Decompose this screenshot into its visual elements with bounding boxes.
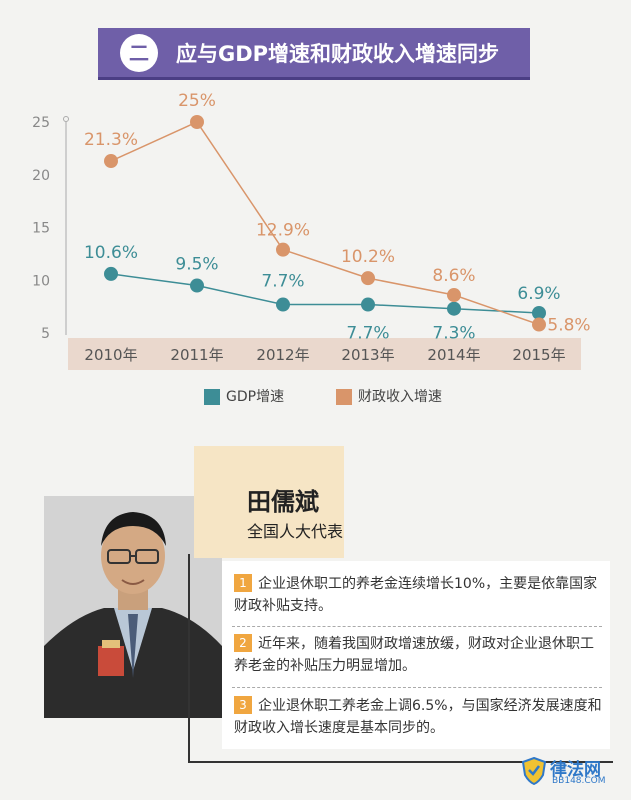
x-tick-label: 2010年 — [84, 346, 137, 364]
data-point — [447, 288, 461, 303]
legend-swatch-gdp — [204, 389, 220, 405]
data-point — [361, 297, 375, 312]
section-number-badge: 二 — [120, 34, 158, 72]
data-point — [104, 266, 118, 281]
data-point — [104, 154, 118, 169]
portrait-photo — [44, 496, 222, 718]
y-tick-label: 5 — [41, 326, 50, 342]
data-point — [190, 115, 204, 129]
data-label: 21.3% — [84, 130, 138, 150]
data-point — [361, 271, 375, 286]
quote-number-badge: 1 — [234, 574, 252, 592]
frame-line-left — [188, 554, 190, 763]
data-point — [276, 242, 290, 257]
data-label: 10.6% — [84, 243, 138, 263]
data-label: 7.3% — [432, 324, 475, 344]
data-label: 8.6% — [432, 266, 475, 286]
y-axis-cap — [63, 116, 69, 122]
line-chart: 5 10 15 20 25 2010年 2011年 2012年 2013年 2014年 2015年 1… — [32, 91, 591, 370]
quote-text: 近年来，随着我国财政增速放缓，财政对企业退休职工养老金的补贴压力明显增加。 — [234, 636, 594, 674]
portrait-illustration — [44, 496, 222, 718]
legend-gdp: GDP增速 — [204, 386, 284, 406]
quote-number-badge: 3 — [234, 696, 252, 714]
quote-text: 企业退休职工养老金上调6.5%，与国家经济发展速度和财政收入增长速度是基本同步的… — [234, 698, 602, 736]
title-banner: 二 应与GDP增速和财政收入增速同步 — [98, 28, 530, 80]
x-axis-band — [68, 338, 581, 370]
legend-label-gdp: GDP增速 — [226, 389, 285, 405]
y-tick-label: 15 — [32, 221, 50, 237]
logo-subtext: BB148.COM — [552, 776, 606, 786]
page-title: 应与GDP增速和财政收入增速同步 — [176, 42, 500, 66]
quote-frame — [188, 554, 613, 763]
data-label: 9.5% — [175, 255, 218, 275]
data-point — [276, 297, 290, 312]
data-label: 12.9% — [256, 221, 310, 241]
x-tick-label: 2014年 — [427, 346, 480, 364]
data-point — [190, 278, 204, 293]
name-card-background — [194, 446, 344, 558]
quote-item-1: 1 企业退休职工的养老金连续增长10%，主要是依靠国家财政补贴支持。 — [234, 573, 602, 617]
y-tick-label: 10 — [32, 273, 50, 289]
legend-label-revenue: 财政收入增速 — [358, 389, 442, 405]
data-label: 6.9% — [517, 284, 560, 304]
quote-item-2: 2 近年来，随着我国财政增速放缓，财政对企业退休职工养老金的补贴压力明显增加。 — [234, 633, 602, 677]
x-tick-label: 2013年 — [341, 346, 394, 364]
y-tick-label: 20 — [32, 168, 50, 184]
data-label: 10.2% — [341, 247, 395, 267]
data-point — [447, 301, 461, 316]
frame-line-bottom — [188, 761, 613, 763]
site-logo: 律法网 BB148.COM — [522, 755, 612, 791]
data-label: 25% — [178, 91, 216, 111]
x-tick-label: 2015年 — [512, 346, 565, 364]
data-label: 7.7% — [261, 272, 304, 292]
legend-revenue: 财政收入增速 — [336, 386, 442, 406]
quote-box: 1 企业退休职工的养老金连续增长10%，主要是依靠国家财政补贴支持。 2 近年来，随… — [222, 561, 610, 749]
series-line-1 — [110, 121, 540, 326]
y-tick-label: 25 — [32, 115, 50, 131]
x-tick-label: 2012年 — [256, 346, 309, 364]
quote-item-3: 3 企业退休职工养老金上调6.5%，与国家经济发展速度和财政收入增长速度是基本同步… — [234, 695, 602, 739]
person-name: 田儒斌 — [247, 488, 319, 516]
data-label: 7.7% — [346, 324, 389, 344]
data-point — [532, 317, 546, 332]
divider — [232, 687, 602, 688]
person-title: 全国人大代表 — [247, 522, 344, 541]
divider — [232, 626, 602, 627]
data-point — [532, 305, 546, 320]
legend-swatch-revenue — [336, 389, 352, 405]
series-line-0 — [110, 273, 540, 314]
data-label: 5.8% — [547, 316, 590, 336]
x-tick-label: 2011年 — [170, 346, 223, 364]
logo-text: 律法网 — [550, 760, 601, 780]
quote-number-badge: 2 — [234, 634, 252, 652]
quote-text: 企业退休职工的养老金连续增长10%，主要是依靠国家财政补贴支持。 — [234, 576, 598, 614]
shield-icon — [522, 757, 546, 785]
